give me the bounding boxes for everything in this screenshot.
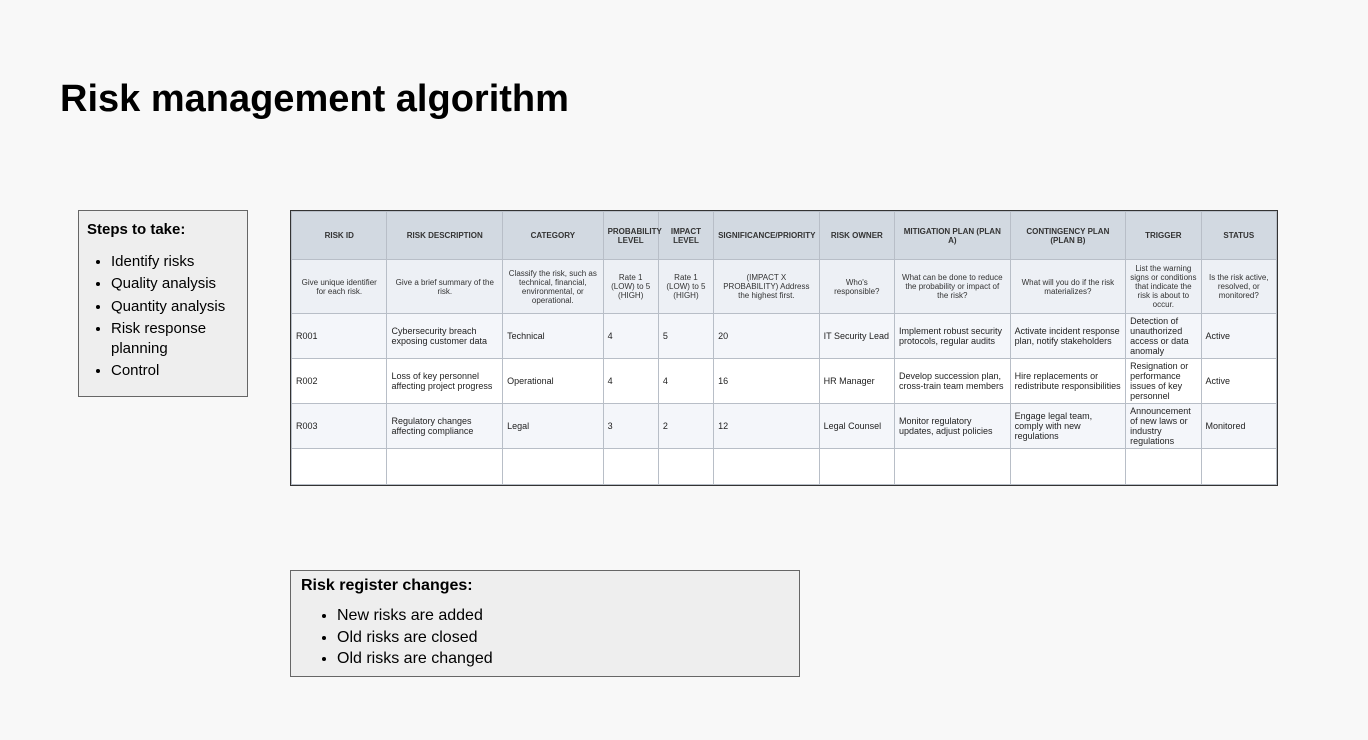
cell: 20 (714, 314, 820, 359)
cell: HR Manager (819, 359, 894, 404)
cell: Monitor regulatory updates, adjust polic… (895, 404, 1011, 449)
guide-cell: Who's responsible? (819, 260, 894, 314)
changes-item: Old risks are changed (337, 648, 789, 670)
cell: R002 (292, 359, 387, 404)
col-header: CATEGORY (503, 212, 604, 260)
empty-row (292, 449, 1277, 485)
steps-item: Control (111, 361, 239, 381)
guide-cell: Give a brief summary of the risk. (387, 260, 503, 314)
cell: Detection of unauthorized access or data… (1126, 314, 1201, 359)
cell: 3 (603, 404, 658, 449)
guide-cell: (IMPACT X PROBABILITY) Address the highe… (714, 260, 820, 314)
cell: Hire replacements or redistribute respon… (1010, 359, 1126, 404)
guide-row: Give unique identifier for each risk. Gi… (292, 260, 1277, 314)
cell: Develop succession plan, cross-train tea… (895, 359, 1011, 404)
cell: 12 (714, 404, 820, 449)
cell: Monitored (1201, 404, 1276, 449)
slide: Risk management algorithm Steps to take:… (0, 0, 1368, 740)
table-head: RISK ID RISK DESCRIPTION CATEGORY PROBAB… (292, 212, 1277, 260)
table-row: R001 Cybersecurity breach exposing custo… (292, 314, 1277, 359)
steps-panel: Steps to take: Identify risks Quality an… (78, 210, 248, 397)
changes-item: Old risks are closed (337, 627, 789, 649)
guide-cell: List the warning signs or conditions tha… (1126, 260, 1201, 314)
col-header: RISK ID (292, 212, 387, 260)
steps-list: Identify risks Quality analysis Quantity… (87, 252, 239, 382)
page-title: Risk management algorithm (60, 78, 569, 121)
steps-item: Quality analysis (111, 274, 239, 294)
cell: 5 (658, 314, 713, 359)
table-body: Give unique identifier for each risk. Gi… (292, 260, 1277, 485)
changes-panel: Risk register changes: New risks are add… (290, 570, 800, 677)
header-row: RISK ID RISK DESCRIPTION CATEGORY PROBAB… (292, 212, 1277, 260)
cell: Cybersecurity breach exposing customer d… (387, 314, 503, 359)
col-header: CONTINGENCY PLAN (PLAN B) (1010, 212, 1126, 260)
col-header: STATUS (1201, 212, 1276, 260)
cell: 16 (714, 359, 820, 404)
col-header: IMPACT LEVEL (658, 212, 713, 260)
cell: IT Security Lead (819, 314, 894, 359)
table-row: R003 Regulatory changes affecting compli… (292, 404, 1277, 449)
cell: Announcement of new laws or industry reg… (1126, 404, 1201, 449)
cell: Technical (503, 314, 604, 359)
guide-cell: Rate 1 (LOW) to 5 (HIGH) (658, 260, 713, 314)
cell: Resignation or performance issues of key… (1126, 359, 1201, 404)
cell: Active (1201, 314, 1276, 359)
cell: 4 (603, 359, 658, 404)
cell: 4 (658, 359, 713, 404)
risk-register-table: RISK ID RISK DESCRIPTION CATEGORY PROBAB… (291, 211, 1277, 485)
cell: Operational (503, 359, 604, 404)
guide-cell: Classify the risk, such as technical, fi… (503, 260, 604, 314)
cell: Implement robust security protocols, reg… (895, 314, 1011, 359)
changes-list: New risks are added Old risks are closed… (301, 605, 789, 670)
changes-item: New risks are added (337, 605, 789, 627)
col-header: MITIGATION PLAN (PLAN A) (895, 212, 1011, 260)
col-header: RISK OWNER (819, 212, 894, 260)
cell: 2 (658, 404, 713, 449)
col-header: TRIGGER (1126, 212, 1201, 260)
guide-cell: Give unique identifier for each risk. (292, 260, 387, 314)
guide-cell: What can be done to reduce the probabili… (895, 260, 1011, 314)
steps-item: Identify risks (111, 252, 239, 272)
guide-cell: What will you do if the risk materialize… (1010, 260, 1126, 314)
col-header: SIGNIFICANCE/PRIORITY (714, 212, 820, 260)
risk-register-table-wrap: RISK ID RISK DESCRIPTION CATEGORY PROBAB… (290, 210, 1278, 486)
cell: Regulatory changes affecting compliance (387, 404, 503, 449)
steps-heading: Steps to take: (87, 221, 239, 238)
cell: Legal (503, 404, 604, 449)
cell: 4 (603, 314, 658, 359)
cell: R003 (292, 404, 387, 449)
cell: Legal Counsel (819, 404, 894, 449)
guide-cell: Rate 1 (LOW) to 5 (HIGH) (603, 260, 658, 314)
cell: Activate incident response plan, notify … (1010, 314, 1126, 359)
col-header: RISK DESCRIPTION (387, 212, 503, 260)
steps-item: Quantity analysis (111, 297, 239, 317)
table-row: R002 Loss of key personnel affecting pro… (292, 359, 1277, 404)
cell: Loss of key personnel affecting project … (387, 359, 503, 404)
changes-heading: Risk register changes: (301, 577, 789, 595)
steps-item: Risk response planning (111, 319, 239, 360)
guide-cell: Is the risk active, resolved, or monitor… (1201, 260, 1276, 314)
col-header: PROBABILITY LEVEL (603, 212, 658, 260)
cell: R001 (292, 314, 387, 359)
cell: Active (1201, 359, 1276, 404)
cell: Engage legal team, comply with new regul… (1010, 404, 1126, 449)
